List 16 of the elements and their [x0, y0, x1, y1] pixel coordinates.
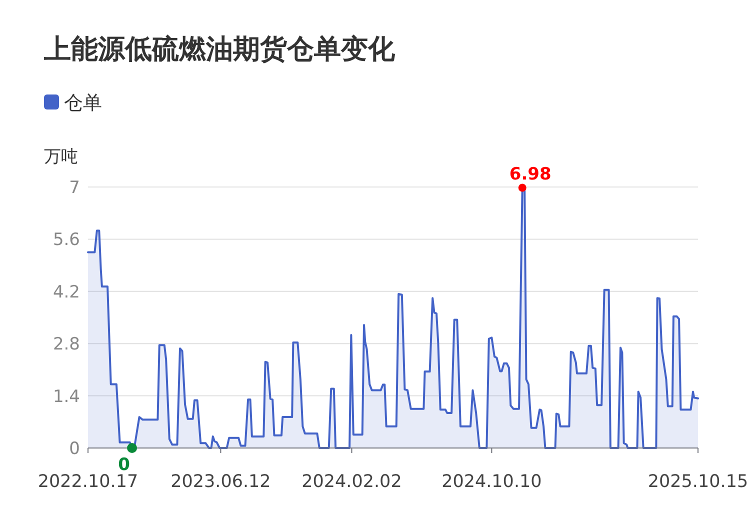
y-tick-label: 7: [69, 178, 80, 198]
annotation: 6.98: [509, 164, 552, 185]
y-tick-label: 4.2: [52, 282, 80, 302]
legend-label: 仓单: [64, 92, 102, 114]
x-tick-label: 2025.10.15: [648, 472, 748, 492]
x-tick-label: 2023.06.12: [170, 472, 271, 492]
x-tick-label: 2024.02.02: [302, 472, 402, 492]
y-tick-label: 2.8: [52, 334, 80, 355]
x-tick-label: 2022.10.17: [38, 472, 138, 492]
y-tick-label: 5.6: [52, 230, 80, 250]
y-tick-label: 1.4: [52, 386, 80, 407]
chart-title: 上能源低硫燃油期货仓单变化: [43, 34, 396, 65]
y-tick-label: 0: [69, 439, 80, 459]
x-tick-label: 2024.10.10: [442, 472, 542, 492]
y-axis-title: 万吨: [44, 147, 78, 167]
annotation: 0: [118, 455, 130, 475]
